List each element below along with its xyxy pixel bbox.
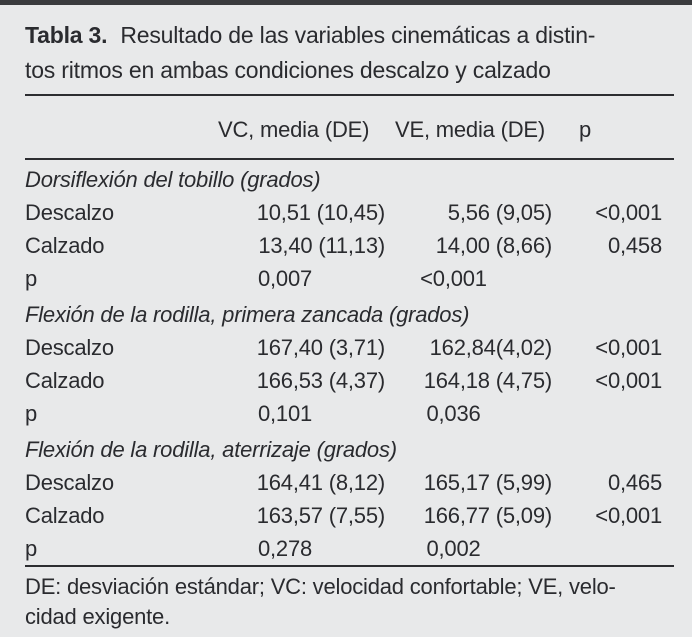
vc-value: 0,278 <box>257 535 313 561</box>
vc-value: 164,41 (8,12) <box>256 469 385 495</box>
row-label: Calzado <box>25 502 105 528</box>
table-row: Calzado 13,40 (11,13) 14,00 (8,66) 0,458 <box>25 229 674 262</box>
row-label: Calzado <box>25 232 105 258</box>
ve-value: 0,036 <box>426 400 481 426</box>
vc-value: 10,51 (10,45) <box>256 199 385 225</box>
table-number: Tabla 3. <box>25 22 108 48</box>
caption-text-2: tos ritmos en ambas condiciones descalzo… <box>25 57 551 83</box>
row-label: p <box>25 265 38 291</box>
table-row: Calzado 163,57 (7,55) 166,77 (5,09) <0,0… <box>25 499 674 532</box>
section-header-flexion-zancada: Flexión de la rodilla, primera zancada (… <box>25 302 470 327</box>
table-row-p: p 0,101 0,036 <box>25 397 674 430</box>
vc-value: 166,53 (4,37) <box>256 367 385 393</box>
table-row-p: p 0,278 0,002 <box>25 532 674 565</box>
caption-text-1: Resultado de las variables cinemáticas a… <box>120 22 596 48</box>
row-label: Descalzo <box>25 469 114 495</box>
header-vc: VC, media (DE) <box>218 117 370 142</box>
table-body: Dorsiflexión del tobillo (grados) Descal… <box>25 160 674 565</box>
table-footnote: DE: desviación estándar; VC: velocidad c… <box>25 572 680 632</box>
table-caption: Tabla 3. Resultado de las variables cinem… <box>25 18 680 88</box>
table-row: Descalzo 10,51 (10,45) 5,56 (9,05) <0,00… <box>25 196 674 229</box>
section-header-dorsiflexion: Dorsiflexión del tobillo (grados) <box>25 167 321 192</box>
row-label: p <box>25 535 38 561</box>
ve-value: <0,001 <box>420 265 487 291</box>
footnote-line-1: DE: desviación estándar; VC: velocidad c… <box>25 574 616 599</box>
table-row: Descalzo 167,40 (3,71) 162,84(4,02) <0,0… <box>25 331 674 364</box>
p-value: 0,458 <box>607 232 662 258</box>
p-value: 0,465 <box>607 469 662 495</box>
row-label: Descalzo <box>25 199 114 225</box>
header-p: p <box>579 117 592 142</box>
footnote-line-2: cidad exigente. <box>25 604 170 629</box>
rule-header <box>25 158 674 160</box>
header-ve: VE, media (DE) <box>395 117 546 142</box>
rule-top <box>25 94 674 96</box>
ve-value: 0,002 <box>426 535 481 561</box>
rule-bottom <box>25 565 674 567</box>
p-value: <0,001 <box>595 502 662 528</box>
table-row-p: p 0,007 <0,001 <box>25 262 674 295</box>
vc-value: 167,40 (3,71) <box>256 334 385 360</box>
section-header-flexion-aterrizaje: Flexión de la rodilla, aterrizaje (grado… <box>25 437 397 462</box>
vc-value: 0,007 <box>257 265 313 291</box>
vc-value: 13,40 (11,13) <box>258 232 385 258</box>
ve-value: 164,18 (4,75) <box>423 367 552 393</box>
p-value: <0,001 <box>595 367 662 393</box>
table-row: Calzado 166,53 (4,37) 164,18 (4,75) <0,0… <box>25 364 674 397</box>
row-label: Descalzo <box>25 334 114 360</box>
ve-value: 165,17 (5,99) <box>423 469 552 495</box>
ve-value: 14,00 (8,66) <box>435 232 552 258</box>
ve-value: 5,56 (9,05) <box>447 199 552 225</box>
table-row: Descalzo 164,41 (8,12) 165,17 (5,99) 0,4… <box>25 466 674 499</box>
column-header-row: VC, media (DE) VE, media (DE) p <box>25 112 674 148</box>
top-rule <box>0 0 692 5</box>
vc-value: 163,57 (7,55) <box>256 502 385 528</box>
p-value: <0,001 <box>595 199 662 225</box>
row-label: Calzado <box>25 367 105 393</box>
row-label: p <box>25 400 38 426</box>
table-panel: Tabla 3. Resultado de las variables cinem… <box>0 0 692 637</box>
ve-value: 162,84(4,02) <box>429 334 553 360</box>
ve-value: 166,77 (5,09) <box>423 502 552 528</box>
p-value: <0,001 <box>595 334 662 360</box>
caption-line-1: Tabla 3. Resultado de las variables cinem… <box>25 18 680 53</box>
vc-value: 0,101 <box>257 400 313 426</box>
